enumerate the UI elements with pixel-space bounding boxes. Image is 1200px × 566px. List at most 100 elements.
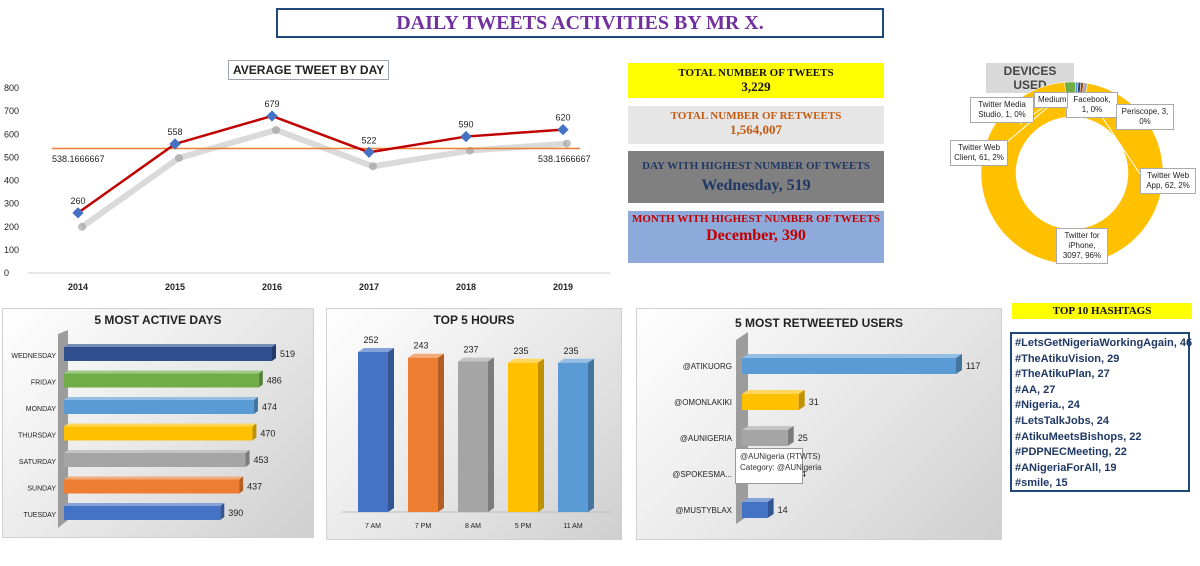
hashtag-item: #LetsGetNigeriaWorkingAgain, 46 — [1015, 337, 1193, 349]
bar-top — [64, 344, 276, 347]
line-chart-x-axis: 2014 2015 2016 2017 2018 2019 — [68, 282, 573, 292]
marker-shadow — [466, 146, 474, 155]
hashtags-list: #LetsGetNigeriaWorkingAgain, 46 #TheAtik… — [1010, 332, 1193, 492]
bar-value-label: 237 — [463, 345, 478, 355]
page-title: DAILY TWEETS ACTIVITIES BY MR X. — [276, 8, 884, 38]
hashtag-item: #ANigeriaForAll, 19 — [1015, 461, 1117, 474]
bar-value-label: 235 — [563, 346, 578, 356]
kpi-total-retweets-value: 1,564,007 — [730, 122, 782, 137]
series-marker — [363, 146, 375, 158]
series-line — [77, 114, 564, 214]
device-label-web-client: Twitter Web Client, 61, 2% — [950, 140, 1008, 166]
category-label: @ATIKUORG — [683, 362, 732, 371]
bar — [64, 400, 254, 414]
bar-side — [767, 498, 774, 518]
bar — [358, 352, 388, 512]
kpi-total-retweets-label: TOTAL NUMBER OF RETWEETS — [670, 110, 842, 122]
bar-value-label: 470 — [260, 429, 275, 439]
bar — [64, 506, 221, 520]
series-marker — [557, 123, 569, 136]
line-chart-y-axis: 0 100 200 300 400 500 600 700 800 — [4, 83, 19, 278]
bar-side — [798, 390, 805, 410]
category-label: 11 AM — [563, 523, 582, 530]
kpi-month-highest: MONTH WITH HIGHEST NUMBER OF TWEETS Dece… — [628, 211, 884, 263]
kpi-day-highest-value: Wednesday, 519 — [701, 177, 811, 194]
device-label-periscope: Periscope, 3, 0% — [1116, 104, 1174, 130]
y-tick-label: 600 — [4, 129, 19, 139]
y-tick-label: 0 — [4, 268, 9, 278]
bar-top — [508, 358, 544, 363]
bar-side — [245, 450, 250, 467]
hashtag-item: #PDPNECMeeting, 22 — [1015, 446, 1127, 459]
kpi-total-retweets: TOTAL NUMBER OF RETWEETS 1,564,007 — [628, 106, 884, 144]
bar-value-label: 390 — [228, 508, 243, 518]
bar — [64, 373, 259, 388]
bar — [408, 357, 438, 512]
data-label: 620 — [555, 113, 570, 123]
bar — [742, 430, 788, 446]
y-tick-label: 700 — [4, 106, 19, 116]
device-label-facebook: Facebook, 1, 0% — [1066, 92, 1118, 118]
bar — [742, 502, 768, 518]
tooltip-line-2: Category: @AUNigeria — [740, 463, 822, 472]
bar-side — [538, 358, 544, 512]
category-label: @OMONLAKIKI — [674, 398, 732, 407]
data-label: 679 — [264, 99, 279, 109]
x-tick-label: 2018 — [456, 282, 476, 292]
bar-top — [64, 503, 225, 506]
hashtag-item: #TheAtikuVision, 29 — [1015, 352, 1120, 365]
kpi-month-highest-label: MONTH WITH HIGHEST NUMBER OF TWEETS — [631, 213, 881, 225]
bar-top — [742, 390, 805, 394]
hashtag-item: #TheAtikuPlan, 27 — [1015, 368, 1110, 381]
x-tick-label: 2017 — [359, 282, 379, 292]
category-label: @SPOKESMA... — [672, 470, 732, 479]
bar — [742, 358, 956, 374]
bar-value-label: 235 — [513, 346, 528, 356]
category-label: TUESDAY — [23, 512, 56, 519]
bar-top — [558, 358, 594, 363]
bar-value-label: 519 — [280, 349, 295, 359]
bar-top — [358, 348, 394, 352]
x-tick-label: 2019 — [553, 282, 573, 292]
kpi-day-highest: DAY WITH HIGHEST NUMBER OF TWEETS Wednes… — [628, 151, 884, 203]
bar — [558, 362, 588, 512]
category-label: SUNDAY — [27, 486, 56, 493]
marker-shadow — [175, 153, 183, 162]
device-label-media-studio: Twitter Media Studio, 1, 0% — [970, 97, 1034, 123]
bar-top — [64, 423, 257, 427]
category-label: FRIDAY — [31, 380, 56, 387]
retweeted-users-panel — [636, 308, 1002, 540]
bar-top — [742, 426, 794, 430]
bar-value-label: 252 — [363, 335, 378, 345]
bar-side — [239, 476, 244, 494]
bar-side — [388, 348, 394, 512]
y-tick-label: 200 — [4, 222, 19, 232]
y-tick-label: 500 — [4, 152, 19, 162]
series-marker — [266, 110, 278, 122]
bar-top — [742, 354, 962, 358]
hashtag-item: #smile, 15 — [1015, 477, 1068, 490]
data-label: 590 — [458, 120, 473, 130]
tooltip-line-1: @AUNigeria (RTWTS) — [740, 452, 821, 461]
leader-line — [999, 101, 1055, 149]
data-label: 558 — [167, 127, 182, 137]
kpi-total-tweets: TOTAL NUMBER OF TWEETS 3,229 — [628, 63, 884, 98]
bar-side — [956, 354, 962, 374]
bar — [64, 479, 240, 494]
device-label-medium: Medium, 1, 0% — [1034, 92, 1068, 108]
bar — [64, 347, 272, 361]
kpi-total-tweets-label: TOTAL NUMBER OF TWEETS — [678, 67, 834, 79]
average-label-right: 538.1666667 — [538, 154, 591, 164]
kpi-total-tweets-value: 3,229 — [741, 79, 771, 94]
hashtag-item: #AA, 27 — [1015, 383, 1056, 396]
bar-value-label: 453 — [254, 455, 269, 465]
bar — [64, 453, 246, 467]
category-label: THURSDAY — [18, 433, 56, 440]
bar-value-label: 25 — [798, 433, 808, 443]
category-label: SATURDAY — [19, 459, 56, 466]
device-label-web-app: Twitter Web App, 62, 2% — [1140, 168, 1196, 194]
bar — [742, 394, 799, 410]
bar-top — [64, 370, 263, 374]
category-label: 7 PM — [415, 523, 432, 530]
